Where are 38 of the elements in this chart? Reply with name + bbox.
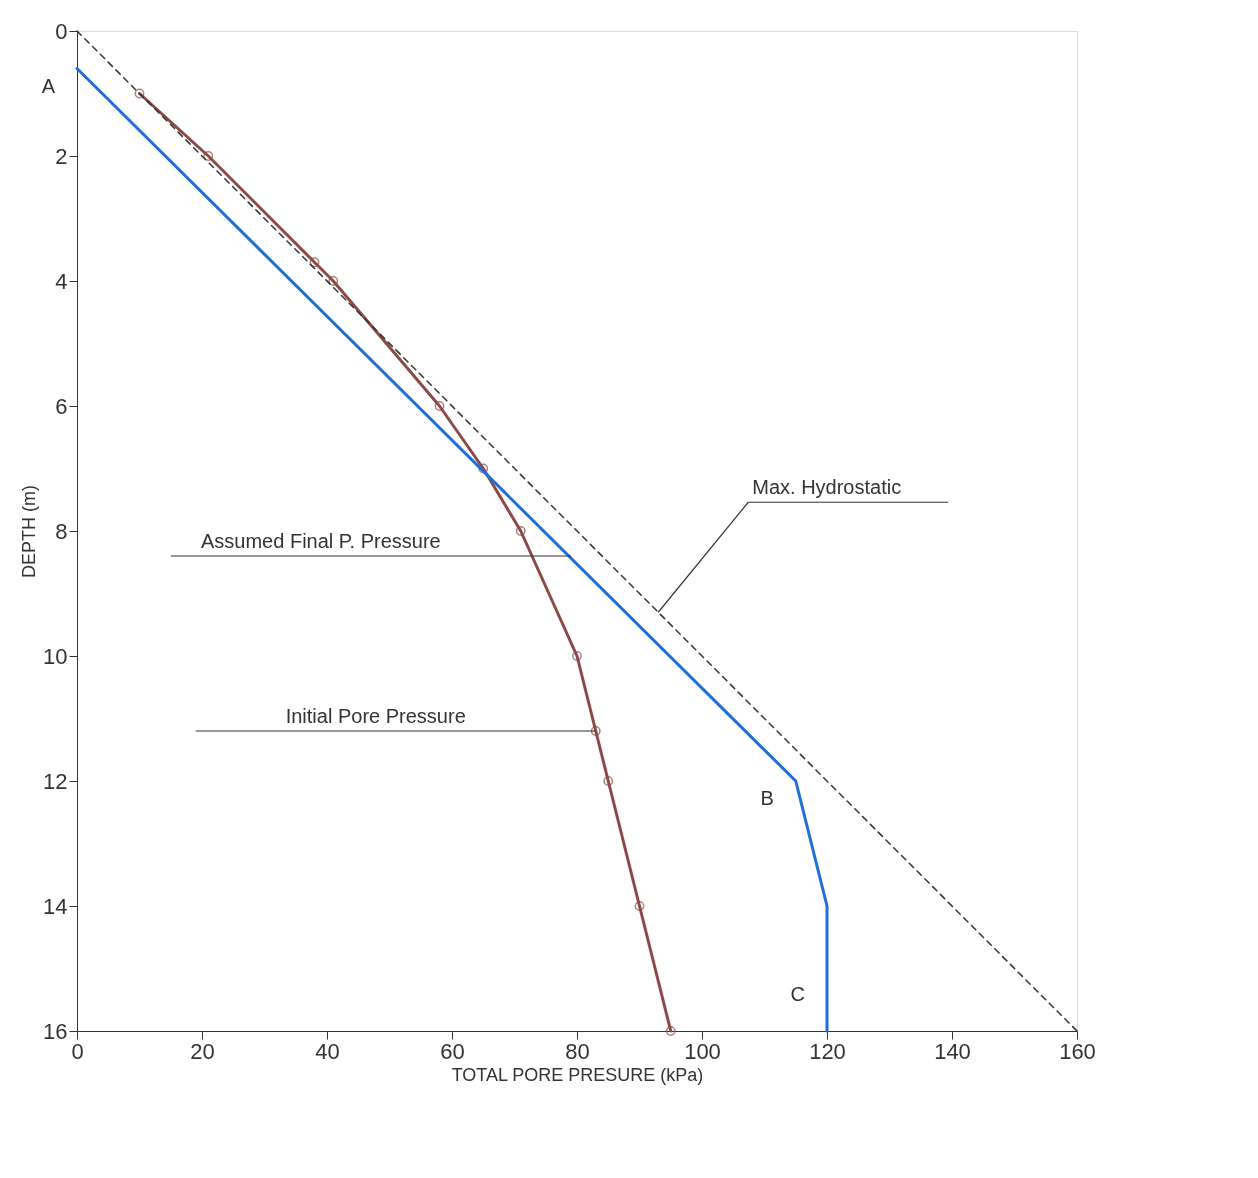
y-tick-label: 6 <box>55 393 68 419</box>
point <box>590 726 601 736</box>
x-tick-label: 160 <box>1059 1038 1096 1064</box>
annotation: C <box>790 983 805 1005</box>
x-tick-label: 20 <box>190 1038 215 1064</box>
annotation: Max. Hydrostatic <box>752 476 902 499</box>
x-tick-label: 120 <box>809 1038 846 1064</box>
y-axis-title: DEPTH (m) <box>19 485 40 578</box>
x-tick-label: 40 <box>315 1038 340 1064</box>
y-tick-label: 8 <box>55 518 68 544</box>
y-tick-label: 0 <box>55 18 68 44</box>
point <box>434 401 445 411</box>
point <box>665 1026 676 1036</box>
point <box>572 651 582 661</box>
point <box>134 88 145 99</box>
point <box>203 151 214 161</box>
y-tick-label: 16 <box>43 1018 68 1044</box>
annotation: B <box>760 787 774 809</box>
y-tick-label: 4 <box>55 268 68 294</box>
x-tick-label: 60 <box>440 1038 465 1064</box>
x-tick-label: 0 <box>71 1038 84 1064</box>
point <box>634 901 645 911</box>
annotation: Initial Pore Pressure <box>285 705 466 727</box>
point <box>603 776 614 786</box>
point <box>478 463 489 474</box>
x-tick-label: 100 <box>684 1038 721 1064</box>
point <box>309 257 320 268</box>
y-tick-label: 10 <box>43 643 68 669</box>
x-tick-label: 80 <box>565 1038 590 1064</box>
annotation: A <box>41 74 56 97</box>
point <box>328 276 339 286</box>
y-tick-label: 2 <box>55 143 68 169</box>
x-axis-title: TOTAL PORE PRESURE (kPa) <box>451 1064 704 1085</box>
y-tick-label: 14 <box>43 893 68 919</box>
point <box>515 526 526 536</box>
y-tick-label: 12 <box>43 768 68 794</box>
x-tick-label: 140 <box>934 1038 971 1064</box>
annotation: Assumed Final P. Pressure <box>201 530 441 552</box>
